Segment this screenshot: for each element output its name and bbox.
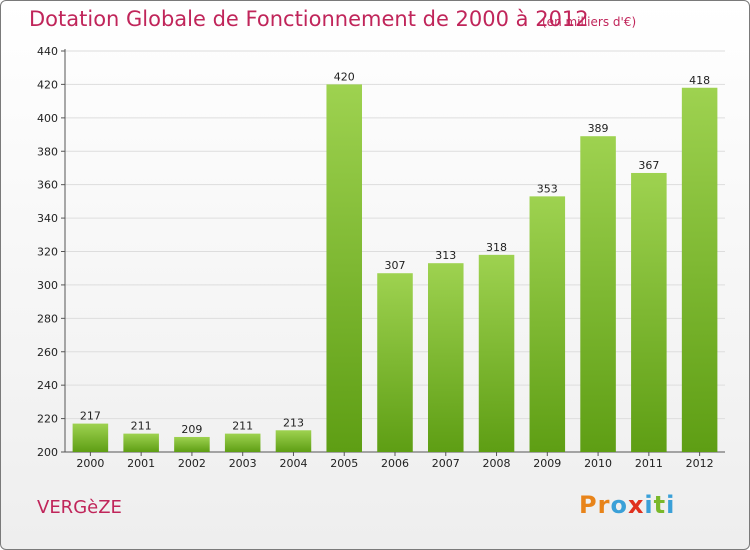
x-tick-label: 2004 (279, 457, 307, 470)
y-tick-label: 260 (37, 346, 58, 359)
commune-name: VERGèZE (37, 497, 122, 518)
x-tick-labels: 2000 2001 2002 2003 2004 2005 2006 2007 2008 2009… (76, 457, 713, 470)
y-tick-label: 280 (37, 312, 58, 325)
bar (326, 84, 362, 453)
y-tick-label: 320 (37, 246, 58, 259)
y-tick-label: 380 (37, 145, 58, 158)
y-tick-labels: 200 220 240 260 280 300 320 340 360 380 400 420 440 (37, 45, 58, 459)
bar-value-label: 217 (80, 410, 101, 423)
y-tick-label: 400 (37, 112, 58, 125)
bar-value-label: 318 (486, 241, 507, 254)
logo-letter: P (579, 491, 598, 519)
bar-value-label: 209 (181, 423, 202, 436)
bar-value-label: 213 (283, 416, 304, 429)
y-tick-label: 340 (37, 212, 58, 225)
bar-value-label: 211 (131, 420, 152, 433)
logo-letter: t (653, 491, 667, 519)
y-tick-label: 360 (37, 179, 58, 192)
y-tick-label: 440 (37, 45, 58, 58)
y-tick-label: 240 (37, 379, 58, 392)
bar-value-label: 420 (334, 70, 355, 83)
x-tick-label: 2003 (229, 457, 257, 470)
bars (72, 84, 718, 453)
x-tick-label: 2012 (686, 457, 714, 470)
bar (224, 433, 261, 452)
bar-value-label: 353 (537, 182, 558, 195)
bar (377, 273, 413, 452)
bar (681, 87, 718, 452)
x-tick-label: 2002 (178, 457, 206, 470)
logo-letter: o (610, 491, 628, 519)
chart-subtitle: (en milliers d'€) (542, 15, 637, 29)
bar-value-label: 389 (588, 122, 609, 135)
bar (123, 433, 159, 452)
bar-value-label: 418 (689, 74, 710, 87)
bar-value-label: 307 (385, 259, 406, 272)
x-tick-label: 2005 (330, 457, 358, 470)
x-tick-label: 2007 (432, 457, 460, 470)
bar (478, 254, 515, 452)
bar (529, 196, 566, 452)
bar (580, 136, 616, 452)
logo-letter: r (597, 491, 611, 519)
bar-value-label: 367 (638, 159, 659, 172)
y-tick-label: 300 (37, 279, 58, 292)
x-tick-label: 2001 (127, 457, 155, 470)
y-tick-label: 200 (37, 446, 58, 459)
bar (174, 436, 210, 452)
x-tick-label: 2010 (584, 457, 612, 470)
x-tick-label: 2009 (533, 457, 561, 470)
bar (72, 423, 109, 452)
y-tick-label: 220 (37, 413, 58, 426)
x-tick-label: 2011 (635, 457, 663, 470)
x-tick-label: 2000 (76, 457, 104, 470)
y-tick-label: 420 (37, 78, 58, 91)
x-tick-label: 2008 (483, 457, 511, 470)
bar (631, 172, 667, 453)
logo-letter: i (666, 491, 676, 519)
bar-value-label: 211 (232, 420, 253, 433)
x-tick-label: 2006 (381, 457, 409, 470)
bar (275, 430, 312, 452)
chart-title: Dotation Globale de Fonctionnement de 20… (29, 7, 589, 31)
data-labels: 217 211 209 211 213 420 307 313 318 353 389 367 418 (80, 70, 710, 436)
logo-letter: i (644, 491, 654, 519)
bar-value-label: 313 (435, 249, 456, 262)
logo-letter: x (627, 491, 645, 519)
bar (428, 263, 464, 452)
proxiti-logo[interactable]: Proxiti (579, 491, 675, 519)
